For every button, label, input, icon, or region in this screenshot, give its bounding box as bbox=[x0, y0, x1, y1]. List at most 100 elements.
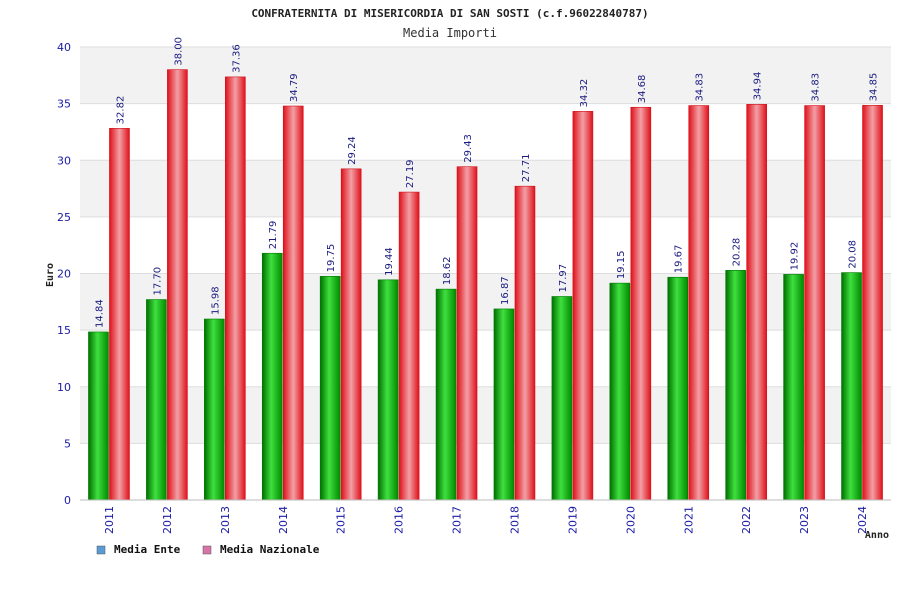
legend-swatch-media-ente bbox=[96, 545, 106, 555]
data-label: 38.00 bbox=[173, 37, 184, 66]
x-tick-label: 2015 bbox=[335, 506, 348, 534]
plot-band bbox=[80, 216, 891, 274]
data-label: 34.85 bbox=[869, 73, 880, 102]
bar-media-nazionale-2014 bbox=[282, 105, 304, 501]
x-tick-label: 2013 bbox=[219, 506, 232, 534]
x-tick-label: 2017 bbox=[451, 506, 464, 534]
bar-media-nazionale-2016 bbox=[398, 191, 420, 501]
y-tick-label: 25 bbox=[57, 211, 71, 224]
x-tick-label: 2020 bbox=[624, 506, 637, 534]
data-label: 19.15 bbox=[616, 250, 627, 279]
bar-media-nazionale-2024 bbox=[862, 105, 883, 501]
data-label: 37.36 bbox=[231, 44, 242, 73]
data-label: 20.08 bbox=[848, 240, 859, 269]
bar-media-ente-2022 bbox=[725, 270, 746, 501]
bar-media-ente-2011 bbox=[88, 331, 109, 501]
y-tick-label: 10 bbox=[57, 381, 71, 394]
data-label: 34.83 bbox=[811, 73, 822, 102]
bar-media-ente-2020 bbox=[609, 282, 631, 501]
bar-media-ente-2012 bbox=[146, 299, 167, 501]
plot-band bbox=[80, 443, 891, 500]
y-axis-ticks: 0 5 10 15 20 25 30 35 40 bbox=[57, 41, 71, 507]
y-axis-label: Euro bbox=[45, 263, 56, 287]
bar-media-nazionale-2017 bbox=[456, 166, 478, 501]
y-tick-label: 15 bbox=[57, 324, 71, 337]
data-label: 19.67 bbox=[674, 245, 685, 274]
x-tick-label: 2014 bbox=[277, 506, 290, 534]
data-label: 34.79 bbox=[289, 73, 300, 102]
data-label: 17.70 bbox=[152, 267, 163, 296]
data-label: 18.62 bbox=[442, 256, 453, 285]
plot-band bbox=[80, 160, 891, 217]
x-tick-label: 2019 bbox=[566, 506, 579, 534]
bar-media-nazionale-2018 bbox=[514, 185, 536, 501]
legend-label-media-ente: Media Ente bbox=[114, 543, 181, 556]
data-label: 32.82 bbox=[115, 96, 126, 125]
bar-media-nazionale-2022 bbox=[746, 104, 767, 501]
bar-media-ente-2024 bbox=[841, 272, 862, 501]
data-label: 27.71 bbox=[521, 154, 532, 183]
bar-media-nazionale-2019 bbox=[572, 111, 594, 501]
data-label: 34.32 bbox=[579, 79, 590, 108]
bar-media-ente-2013 bbox=[204, 318, 225, 501]
bar-media-nazionale-2013 bbox=[225, 76, 246, 501]
data-label: 34.68 bbox=[637, 75, 648, 104]
plot-band bbox=[80, 103, 891, 161]
bar-media-nazionale-2015 bbox=[340, 168, 362, 501]
y-tick-label: 30 bbox=[57, 154, 71, 167]
x-tick-label: 2021 bbox=[682, 506, 695, 534]
bars bbox=[88, 69, 883, 501]
x-tick-label: 2011 bbox=[103, 506, 116, 534]
data-label: 27.19 bbox=[405, 159, 416, 188]
data-label: 20.28 bbox=[732, 238, 743, 267]
bar-media-ente-2015 bbox=[319, 276, 341, 501]
data-label: 15.98 bbox=[210, 286, 221, 315]
x-tick-label: 2016 bbox=[393, 506, 406, 534]
bar-media-nazionale-2021 bbox=[688, 105, 710, 501]
y-tick-label: 40 bbox=[57, 41, 71, 54]
legend-label-media-nazionale: Media Nazionale bbox=[220, 543, 320, 556]
data-label: 17.97 bbox=[558, 264, 569, 293]
data-label: 19.92 bbox=[790, 242, 801, 271]
x-tick-label: 2012 bbox=[161, 506, 174, 534]
plot-band bbox=[80, 273, 891, 331]
y-tick-label: 0 bbox=[64, 494, 71, 507]
x-tick-label: 2022 bbox=[740, 506, 753, 534]
legend-swatch-media-nazionale bbox=[202, 545, 212, 555]
bar-media-ente-2018 bbox=[493, 308, 515, 501]
data-label: 34.83 bbox=[695, 73, 706, 102]
bar-media-ente-2021 bbox=[667, 276, 689, 501]
bar-media-ente-2016 bbox=[377, 279, 399, 501]
bar-media-nazionale-2023 bbox=[804, 105, 825, 501]
bar-media-nazionale-2011 bbox=[109, 128, 130, 501]
chart-subtitle: Media Importi bbox=[403, 26, 497, 40]
data-label: 14.84 bbox=[94, 299, 105, 328]
bar-media-ente-2017 bbox=[435, 288, 457, 501]
plot-band bbox=[80, 330, 891, 387]
x-tick-label: 2024 bbox=[856, 506, 869, 534]
plot-band bbox=[80, 386, 891, 444]
bar-media-ente-2019 bbox=[551, 296, 573, 501]
y-tick-label: 5 bbox=[64, 437, 71, 450]
legend: Media Ente Media Nazionale bbox=[96, 543, 320, 556]
x-axis-ticks: 2011 2012 2013 2014 2015 2016 2017 2018 2019 2020… bbox=[103, 506, 869, 534]
data-label: 19.75 bbox=[326, 244, 337, 273]
x-tick-label: 2018 bbox=[508, 506, 521, 534]
bar-media-ente-2014 bbox=[261, 252, 283, 501]
plot-band bbox=[80, 47, 891, 104]
x-axis-label: Anno bbox=[865, 530, 889, 541]
bar-media-nazionale-2020 bbox=[630, 106, 652, 501]
y-tick-label: 35 bbox=[57, 98, 71, 111]
data-label: 19.44 bbox=[384, 247, 395, 276]
y-tick-label: 20 bbox=[57, 268, 71, 281]
data-labels: 14.84 32.82 17.70 38.00 15.98 37.36 21.79 34.79… bbox=[94, 37, 879, 328]
data-label: 21.79 bbox=[268, 221, 279, 250]
data-label: 29.43 bbox=[463, 134, 474, 163]
chart-title: CONFRATERNITA DI MISERICORDIA DI SAN SOS… bbox=[251, 7, 648, 20]
data-label: 34.94 bbox=[753, 72, 764, 101]
bar-media-ente-2023 bbox=[783, 274, 804, 501]
data-label: 16.87 bbox=[500, 276, 511, 305]
data-label: 29.24 bbox=[347, 136, 358, 165]
x-tick-label: 2023 bbox=[798, 506, 811, 534]
